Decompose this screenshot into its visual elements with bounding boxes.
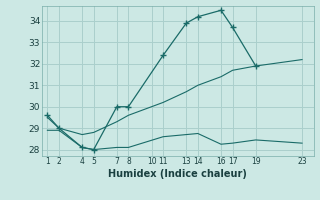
X-axis label: Humidex (Indice chaleur): Humidex (Indice chaleur)	[108, 169, 247, 179]
